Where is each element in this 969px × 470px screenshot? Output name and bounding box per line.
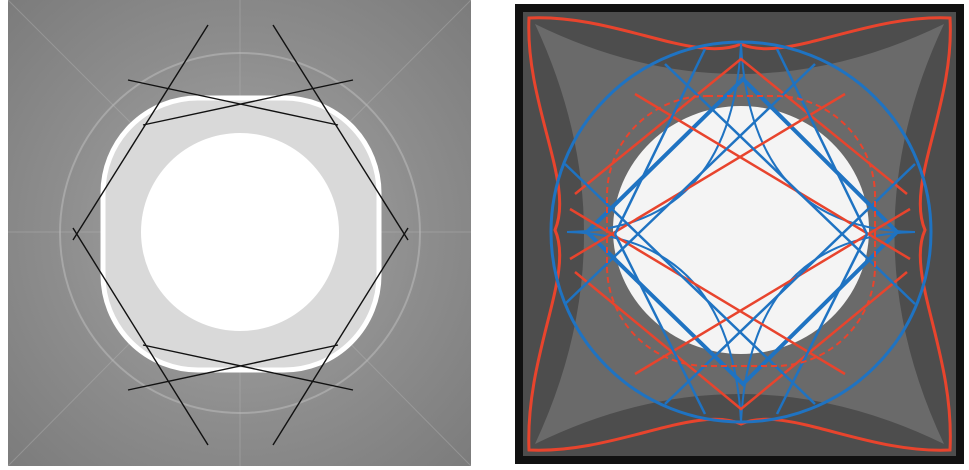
- right-central-disc: [613, 106, 869, 354]
- left-outer-ring: [59, 52, 421, 414]
- right-overlay-panel: [515, 4, 964, 464]
- right-blue-diamond: [584, 76, 900, 387]
- right-red-rounded-ring: [606, 95, 876, 367]
- right-blue-star-curve: [566, 43, 916, 423]
- right-blue-lines: [564, 48, 916, 415]
- right-overlay-image: [515, 4, 964, 464]
- left-central-disc: [141, 133, 339, 331]
- left-dark-lines: [72, 24, 409, 446]
- left-band-edge: [100, 95, 382, 373]
- left-grayscale-image: [8, 0, 471, 466]
- left-grayscale-panel: [8, 0, 471, 466]
